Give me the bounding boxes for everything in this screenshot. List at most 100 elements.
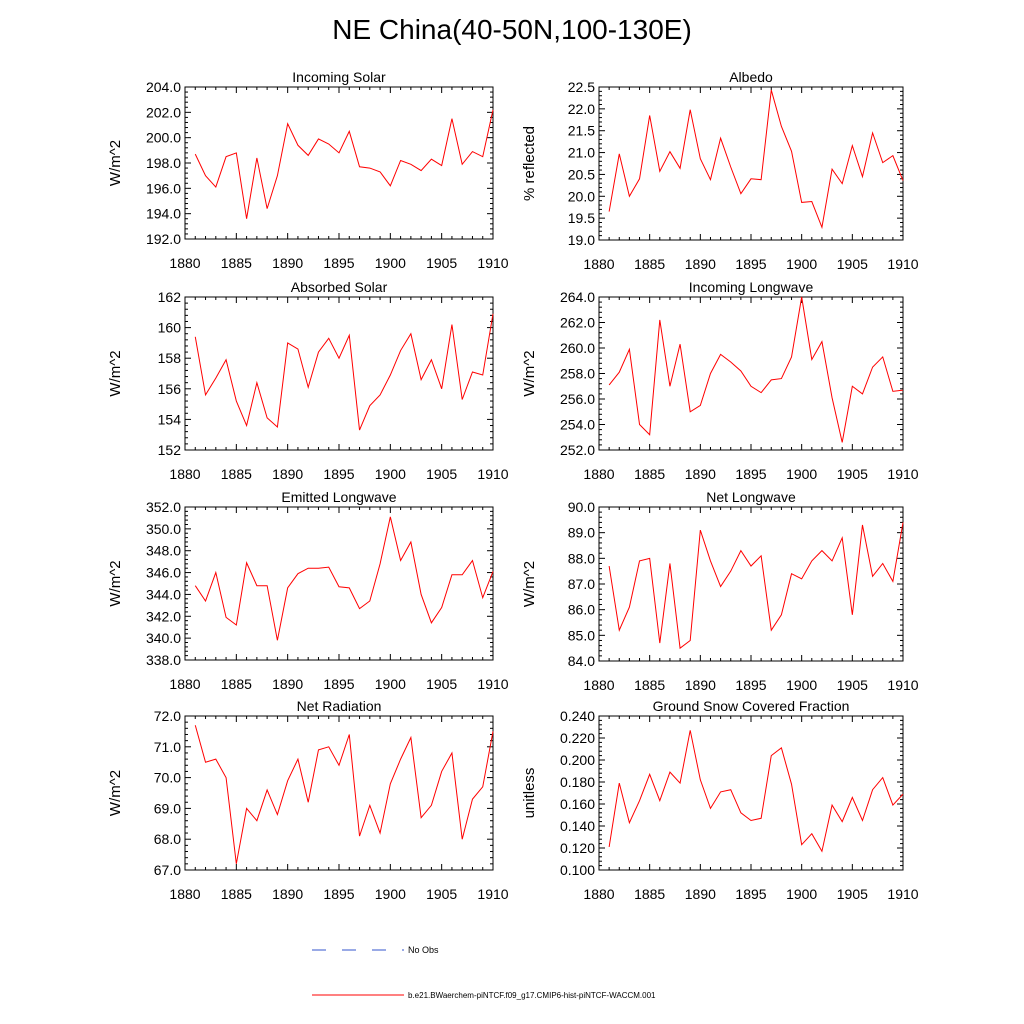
y-tick-label: 0.120 xyxy=(560,840,595,856)
y-tick-label: 340.0 xyxy=(146,630,181,646)
y-tick-label: 0.180 xyxy=(560,774,595,790)
y-tick-label: 85.0 xyxy=(568,627,595,643)
y-tick-label: 152 xyxy=(158,442,182,458)
x-tick-label: 1880 xyxy=(583,677,614,693)
x-tick-label: 1900 xyxy=(375,255,406,271)
x-tick-label: 1895 xyxy=(323,886,354,902)
y-tick-label: 264.0 xyxy=(560,289,595,305)
x-tick-label: 1890 xyxy=(272,466,303,482)
x-tick-label: 1900 xyxy=(786,466,817,482)
y-tick-label: 254.0 xyxy=(560,417,595,433)
y-tick-label: 162 xyxy=(158,289,182,305)
x-tick-label: 1885 xyxy=(221,886,252,902)
x-tick-label: 1895 xyxy=(323,466,354,482)
x-tick-label: 1910 xyxy=(477,466,508,482)
y-tick-label: 338.0 xyxy=(146,652,181,668)
x-tick-label: 1885 xyxy=(634,466,665,482)
panel-emitted-longwave: Emitted Longwave W/m^2 1880 1885 1890 1895 190… xyxy=(107,489,509,692)
y-tick-label: 262.0 xyxy=(560,315,595,331)
panel-title: Absorbed Solar xyxy=(291,279,388,295)
x-tick-label: 1890 xyxy=(685,466,716,482)
panel-title: Incoming Longwave xyxy=(689,279,814,295)
y-tick-label: 156 xyxy=(158,381,182,397)
y-tick-label: 72.0 xyxy=(154,708,181,724)
y-tick-label: 22.5 xyxy=(568,79,595,95)
y-tick-label: 160 xyxy=(158,320,182,336)
y-tick-label: 84.0 xyxy=(568,653,595,669)
series-line xyxy=(194,725,494,864)
y-tick-label: 0.140 xyxy=(560,818,595,834)
y-tick-label: 88.0 xyxy=(568,550,595,566)
y-tick-label: 154 xyxy=(158,411,182,427)
plot-frame xyxy=(598,715,904,871)
panel-title: Incoming Solar xyxy=(292,69,386,85)
y-tick-label: 0.200 xyxy=(560,752,595,768)
x-tick-label: 1880 xyxy=(169,255,200,271)
x-tick-label: 1895 xyxy=(735,256,766,272)
x-tick-label: 1905 xyxy=(837,677,868,693)
plot-frame xyxy=(598,296,904,451)
plot-frame xyxy=(184,506,494,661)
x-tick-label: 1895 xyxy=(735,677,766,693)
x-tick-label: 1890 xyxy=(685,886,716,902)
y-tick-label: 22.0 xyxy=(568,101,595,117)
x-tick-label: 1885 xyxy=(221,466,252,482)
x-tick-label: 1880 xyxy=(169,466,200,482)
y-tick-label: 67.0 xyxy=(154,862,181,878)
panel-albedo: Albedo % reflected 1880 1885 1890 1895 1900 190… xyxy=(521,69,919,272)
y-tick-label: 0.240 xyxy=(560,708,595,724)
y-tick-label: 0.220 xyxy=(560,730,595,746)
x-tick-label: 1905 xyxy=(426,886,457,902)
series-line xyxy=(194,109,494,219)
y-tick-label: 346.0 xyxy=(146,565,181,581)
plot-frame xyxy=(598,506,904,662)
y-tick-label: 198.0 xyxy=(146,155,181,171)
y-tick-label: 20.5 xyxy=(568,166,595,182)
y-tick-label: 70.0 xyxy=(154,770,181,786)
panel-absorbed-solar: Absorbed Solar W/m^2 1880 1885 1890 1895 1900 1… xyxy=(107,279,509,482)
x-tick-label: 1910 xyxy=(477,255,508,271)
panel-net-longwave: Net Longwave W/m^2 1880 1885 1890 1895 1900 190… xyxy=(521,489,919,693)
y-axis-label: W/m^2 xyxy=(521,561,538,607)
y-tick-label: 194.0 xyxy=(146,206,181,222)
x-tick-label: 1900 xyxy=(375,466,406,482)
y-axis-label: W/m^2 xyxy=(107,770,124,816)
x-tick-label: 1905 xyxy=(837,886,868,902)
y-tick-label: 258.0 xyxy=(560,366,595,382)
x-tick-label: 1895 xyxy=(323,255,354,271)
x-tick-label: 1885 xyxy=(634,256,665,272)
series-line xyxy=(608,522,904,650)
y-axis-label: W/m^2 xyxy=(107,140,124,186)
y-axis-label: W/m^2 xyxy=(107,350,124,396)
y-tick-label: 348.0 xyxy=(146,543,181,559)
y-tick-label: 0.100 xyxy=(560,862,595,878)
y-tick-label: 192.0 xyxy=(146,231,181,247)
y-tick-label: 89.0 xyxy=(568,525,595,541)
y-tick-label: 200.0 xyxy=(146,130,181,146)
y-tick-label: 21.5 xyxy=(568,123,595,139)
y-tick-label: 260.0 xyxy=(560,340,595,356)
x-tick-label: 1900 xyxy=(786,256,817,272)
y-tick-label: 87.0 xyxy=(568,576,595,592)
y-tick-label: 202.0 xyxy=(146,104,181,120)
plot-frame xyxy=(184,86,494,240)
y-tick-label: 344.0 xyxy=(146,586,181,602)
x-tick-label: 1905 xyxy=(837,466,868,482)
y-tick-label: 350.0 xyxy=(146,521,181,537)
plot-frame xyxy=(184,715,494,871)
x-tick-label: 1880 xyxy=(583,466,614,482)
x-tick-label: 1905 xyxy=(426,255,457,271)
x-tick-label: 1885 xyxy=(221,255,252,271)
x-tick-label: 1905 xyxy=(837,256,868,272)
x-tick-label: 1885 xyxy=(634,886,665,902)
plot-frame xyxy=(598,86,904,241)
series-line xyxy=(194,313,494,431)
x-tick-label: 1900 xyxy=(375,886,406,902)
series-line xyxy=(194,516,494,641)
x-tick-label: 1885 xyxy=(221,676,252,692)
x-tick-label: 1890 xyxy=(272,676,303,692)
panel-title: Net Longwave xyxy=(706,489,796,505)
y-axis-label: W/m^2 xyxy=(107,560,124,606)
y-tick-label: 21.0 xyxy=(568,145,595,161)
